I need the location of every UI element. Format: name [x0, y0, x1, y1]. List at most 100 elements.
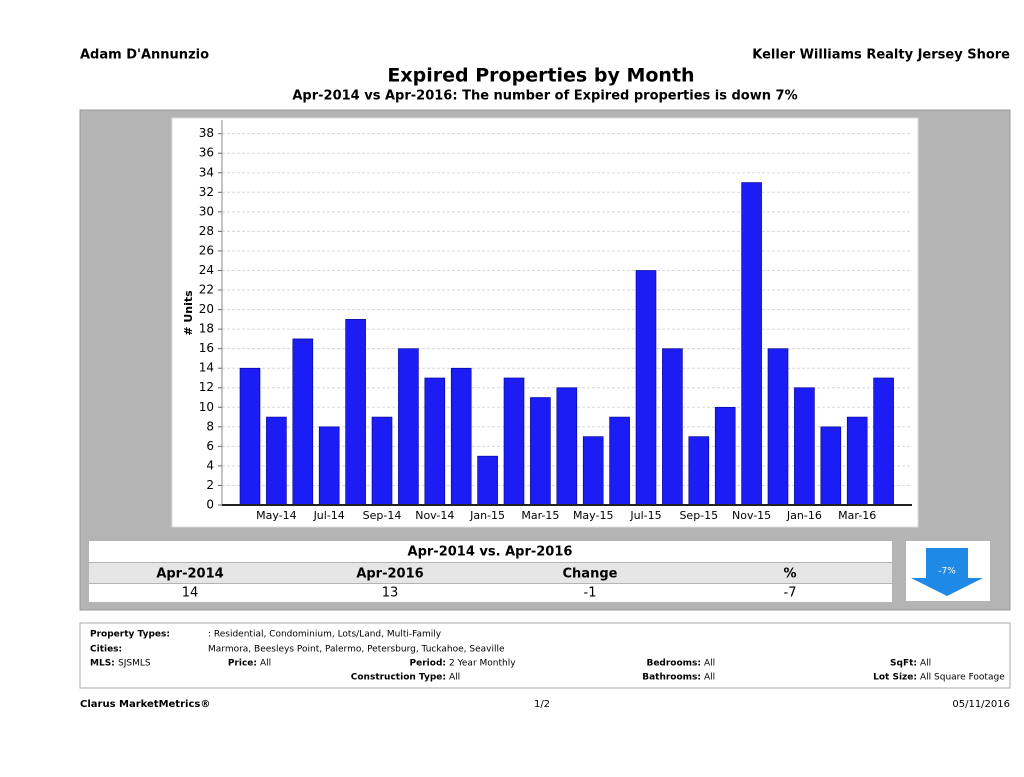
bar [398, 348, 419, 506]
filter-label: Price: [228, 659, 257, 669]
y-tick-label: 2 [206, 478, 214, 492]
filter-label: Bedrooms: [646, 659, 701, 669]
bar [345, 319, 366, 506]
compare-header: Apr-2016 [356, 567, 423, 582]
y-tick-label: 12 [199, 380, 214, 394]
bar [873, 377, 894, 506]
y-tick-label: 22 [199, 283, 214, 297]
x-tick-label: Nov-15 [732, 509, 771, 522]
compare-title: Apr-2014 vs. Apr-2016 [408, 545, 573, 560]
filter-value: 2 Year Monthly [449, 659, 516, 669]
filter-value: All [260, 659, 271, 669]
bar [530, 397, 551, 506]
bar [635, 270, 657, 506]
bar [741, 182, 762, 506]
filter-value: : Residential, Condominium, Lots/Land, M… [208, 630, 442, 640]
x-tick-label: Mar-16 [838, 509, 876, 522]
y-tick-label: 18 [199, 322, 214, 336]
filter-label: MLS: [90, 659, 115, 669]
bar [609, 416, 630, 506]
filter-value: SJSMLS [118, 659, 151, 669]
compare-header: Apr-2014 [156, 567, 223, 582]
filter-value: All [704, 659, 715, 669]
compare-title-row [89, 541, 892, 562]
y-tick-label: 34 [199, 165, 214, 179]
bar [424, 377, 446, 506]
compare-value: 14 [182, 586, 199, 601]
footer-brand: Clarus MarketMetrics® [80, 699, 210, 710]
bar [582, 436, 604, 506]
filters-box [79, 622, 1011, 689]
x-tick-label: Nov-14 [415, 509, 454, 522]
compare-header: Change [563, 567, 618, 582]
filter-label: Lot Size: [873, 673, 917, 683]
y-tick-label: 16 [199, 341, 214, 355]
filter-value: All [449, 673, 460, 683]
x-tick-label: May-14 [256, 509, 297, 522]
badge-label: -7% [938, 567, 956, 577]
y-tick-label: 36 [199, 146, 214, 160]
bar [503, 377, 525, 506]
filter-label: Cities: [90, 645, 122, 655]
filter-label: Bathrooms: [642, 673, 701, 683]
x-tick-label: May-15 [573, 509, 614, 522]
y-tick-label: 10 [199, 400, 214, 414]
bar [477, 455, 498, 506]
chart-subtitle: Apr-2014 vs Apr-2016: The number of Expi… [292, 89, 797, 104]
bar [794, 387, 815, 506]
filter-label: SqFt: [890, 659, 917, 669]
compare-value: 13 [382, 586, 399, 601]
bar [292, 338, 314, 506]
down-arrow [911, 548, 983, 596]
y-tick-label: 24 [199, 263, 214, 277]
filter-value: All [920, 659, 931, 669]
compare-value: -1 [584, 586, 597, 601]
bar [714, 406, 736, 506]
x-tick-label: Sep-15 [679, 509, 718, 522]
y-tick-label: 4 [206, 458, 214, 472]
filter-value: All Square Footage [920, 673, 1005, 683]
y-tick-label: 0 [206, 498, 214, 512]
bar [846, 416, 868, 506]
bar [371, 416, 393, 506]
chart-title: Expired Properties by Month [387, 65, 694, 87]
compare-value: -7 [784, 586, 797, 601]
filter-value: All [704, 673, 715, 683]
bar [556, 387, 578, 506]
x-tick-label: Mar-15 [521, 509, 559, 522]
x-tick-label: Jan-15 [469, 509, 505, 522]
x-tick-label: Sep-14 [363, 509, 402, 522]
footer-page: 1/2 [534, 699, 550, 710]
bar [318, 426, 340, 506]
bar [820, 426, 842, 506]
y-tick-label: 8 [206, 419, 214, 433]
x-tick-label: Jul-15 [629, 509, 661, 522]
y-tick-label: 30 [199, 204, 214, 218]
y-tick-label: 6 [206, 439, 214, 453]
compare-header: % [783, 567, 796, 582]
y-tick-label: 32 [199, 185, 214, 199]
footer-date: 05/11/2016 [952, 699, 1010, 710]
bar [767, 348, 789, 506]
filter-value: Marmora, Beesleys Point, Palermo, Peters… [208, 645, 505, 655]
y-tick-label: 38 [199, 126, 214, 140]
filter-label: Construction Type: [351, 673, 446, 683]
y-tick-label: 20 [199, 302, 214, 316]
bar [662, 348, 683, 506]
bar [688, 436, 710, 506]
company: Keller Williams Realty Jersey Shore [752, 48, 1010, 63]
y-tick-label: 14 [199, 361, 214, 375]
filter-label: Period: [410, 659, 446, 669]
bar [239, 367, 261, 506]
x-tick-label: Jul-14 [313, 509, 345, 522]
filter-label: Property Types: [90, 630, 170, 640]
x-tick-label: Jan-16 [786, 509, 822, 522]
y-tick-label: 26 [199, 243, 214, 257]
compare-header-row [89, 563, 892, 583]
agent: Adam D'Annunzio [80, 48, 209, 63]
bar [266, 416, 287, 506]
y-axis-label: # Units [182, 290, 195, 336]
bar [450, 367, 472, 506]
